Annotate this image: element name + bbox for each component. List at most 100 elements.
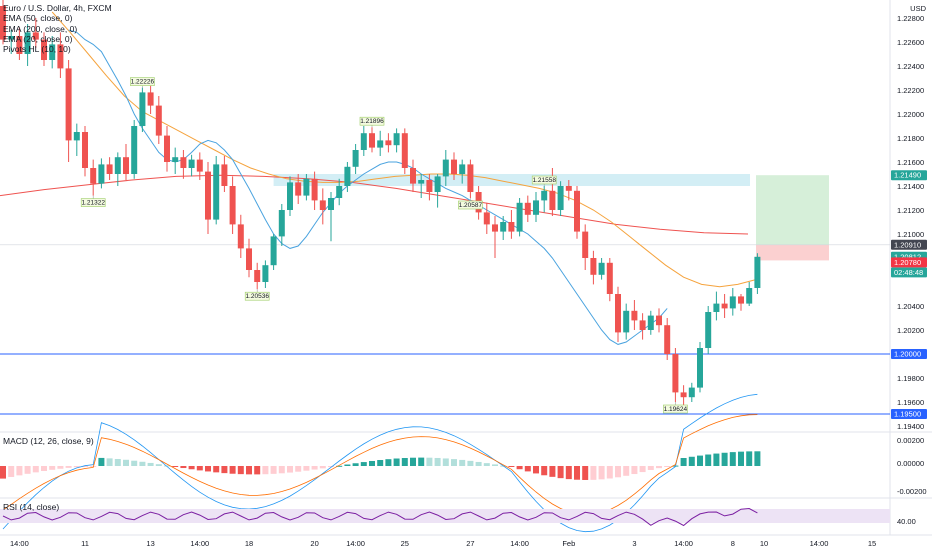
macd-histogram-bar: [426, 457, 433, 466]
macd-histogram-bar: [270, 466, 277, 474]
ema20-legend[interactable]: EMA (20, close, 0): [3, 33, 73, 44]
price-tick-label: 1.22400: [897, 62, 924, 71]
ema50-line: [51, 11, 756, 288]
macd-histogram-bar: [49, 466, 56, 470]
candle: [705, 312, 712, 348]
pivots-legend[interactable]: Pivots HL (10, 10): [3, 44, 71, 55]
signal-line: [2, 414, 758, 516]
time-tick-label: 14:00: [510, 539, 529, 548]
time-tick-label: 14:00: [190, 539, 209, 548]
candle: [664, 325, 671, 354]
candle: [205, 171, 211, 220]
price-tick-label: 1.22000: [897, 110, 924, 119]
pivot-label: 1.21322: [81, 200, 105, 207]
candle: [688, 387, 695, 398]
macd-histogram-bar: [631, 466, 638, 475]
price-tick-label: 1.21600: [897, 158, 924, 167]
candle: [16, 36, 23, 54]
price-tag: [891, 409, 927, 419]
macd-histogram-bar: [451, 459, 457, 466]
macd-histogram-bar: [360, 462, 367, 466]
pivot-label: 1.20587: [459, 202, 483, 209]
candle: [524, 202, 531, 215]
price-tag: [891, 257, 927, 268]
candle: [401, 133, 408, 168]
price-tick-label: 1.21800: [897, 134, 924, 143]
time-tick-label: 10: [760, 539, 768, 548]
time-tick-label: 25: [401, 539, 409, 548]
candle: [65, 68, 72, 141]
macd-histogram-bar: [483, 463, 490, 466]
rsi-legend[interactable]: RSI (14, close): [3, 502, 60, 512]
time-tick-label: 13: [146, 539, 154, 548]
macd-histogram-bar: [393, 458, 400, 466]
macd-histogram-bar: [213, 466, 220, 473]
candle: [278, 210, 285, 237]
macd-histogram-bar: [246, 466, 252, 475]
macd-histogram-bar: [434, 457, 441, 466]
target-zone: [756, 175, 829, 245]
time-tick-label: 15: [868, 539, 876, 548]
price-tick-label: 1.21400: [897, 182, 924, 191]
macd-histogram-bar: [0, 466, 6, 479]
candle: [483, 212, 490, 225]
macd-histogram-bar: [41, 466, 47, 472]
candle: [32, 32, 39, 40]
candle: [615, 294, 621, 333]
candle: [336, 186, 343, 198]
time-tick-label: 27: [466, 539, 474, 548]
macd-histogram-bar: [598, 466, 605, 480]
candle: [549, 190, 556, 210]
candle: [623, 310, 630, 333]
macd-histogram-bar: [377, 460, 384, 466]
price-tick-label: 1.20200: [897, 326, 924, 335]
candle: [73, 132, 80, 141]
candle: [377, 140, 384, 148]
symbol-title[interactable]: Euro / U.S. Dollar, 4h, FXCM: [3, 3, 112, 13]
candle: [533, 200, 539, 215]
pivot-label-box: [130, 77, 155, 86]
ema50-legend[interactable]: EMA (50, close, 0): [3, 13, 73, 24]
candle: [385, 140, 392, 146]
currency-label: USD: [910, 4, 926, 13]
time-tick-label: 3: [632, 539, 636, 548]
candle: [557, 186, 564, 210]
price-tag: [891, 170, 927, 181]
macd-histogram-bar: [303, 466, 310, 471]
macd-histogram-bar: [746, 451, 753, 466]
price-tag-label: 1.20910: [894, 240, 921, 249]
ema200-legend[interactable]: EMA (200, close, 0): [3, 23, 78, 34]
candle: [254, 270, 261, 282]
candle: [541, 190, 548, 201]
macd-legend[interactable]: MACD (12, 26, close, 9): [3, 436, 94, 446]
macd-histogram-bar: [147, 462, 154, 466]
macd-histogram-bar: [541, 466, 548, 476]
macd-histogram-bar: [418, 457, 425, 466]
price-tick-label: 1.22600: [897, 38, 924, 47]
time-tick-label: 11: [81, 539, 89, 548]
time-tick-label: 8: [731, 539, 735, 548]
price-tick-label: 1.20400: [897, 302, 924, 311]
macd-histogram-bar: [738, 451, 744, 466]
pivot-label: 1.21896: [360, 118, 384, 125]
candle: [672, 354, 679, 393]
macd-histogram-bar: [533, 466, 539, 474]
macd-histogram-bar: [344, 464, 351, 466]
candle: [393, 133, 400, 146]
macd-histogram-bar: [221, 466, 228, 474]
macd-tick-label: 0.00000: [897, 459, 924, 468]
candle: [41, 39, 47, 60]
price-tick-label: 1.19600: [897, 398, 924, 407]
candle: [131, 126, 138, 174]
candle: [0, 6, 6, 40]
macd-histogram-bar: [664, 466, 671, 467]
macd-histogram-bar: [106, 458, 113, 466]
time-tick-label: 20: [310, 539, 318, 548]
macd-histogram-bar: [410, 457, 416, 466]
macd-histogram-bar: [524, 466, 531, 472]
candle: [155, 105, 162, 136]
candle: [270, 236, 277, 266]
macd-histogram-bar: [680, 458, 687, 466]
candle: [500, 222, 507, 232]
